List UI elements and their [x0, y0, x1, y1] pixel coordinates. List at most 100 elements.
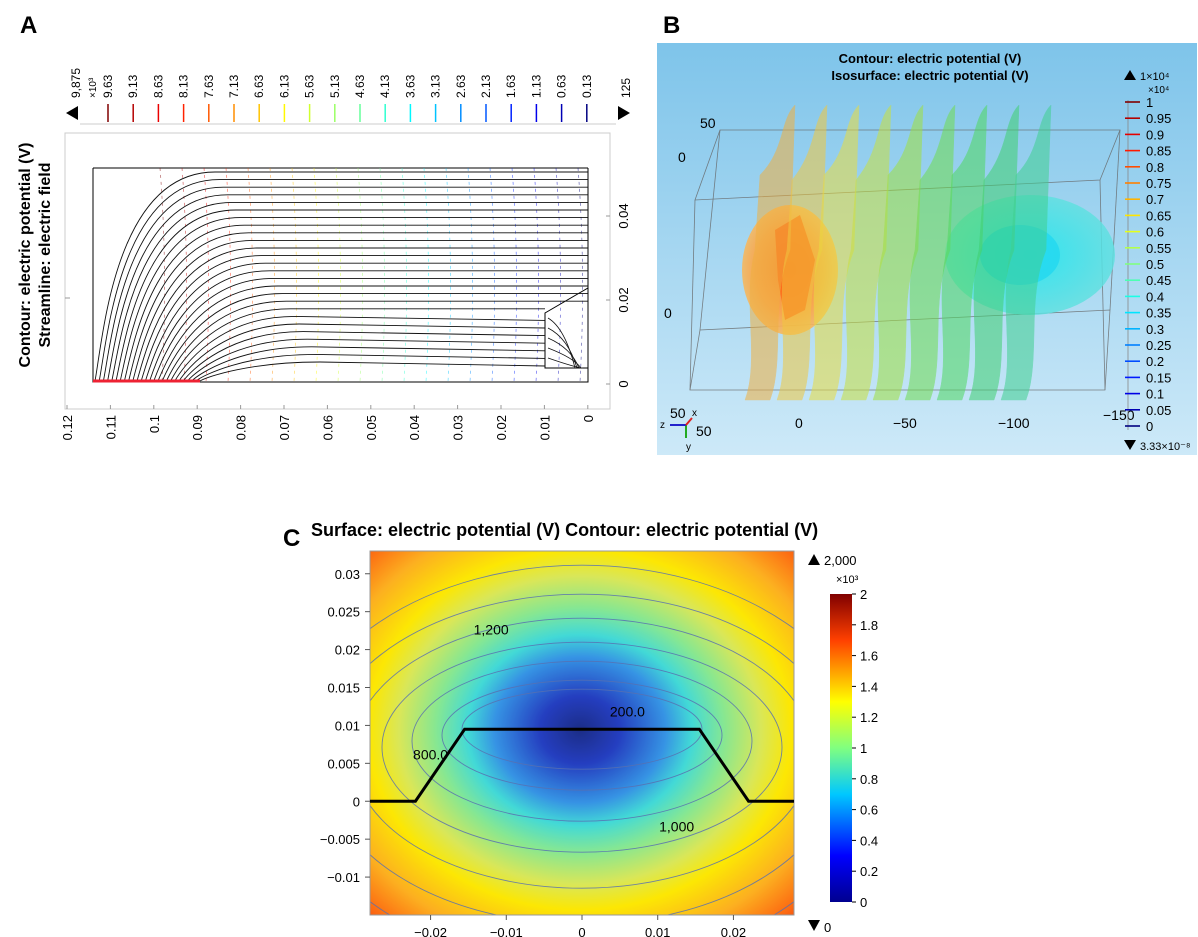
panel-b-axis-label-4: 50 [670, 405, 686, 421]
panel-a-streamline [547, 347, 582, 369]
panel-a-colorbar-level: 9.13 [126, 74, 140, 98]
panel-c-y-tick: 0.005 [327, 756, 360, 771]
panel-a-x-tick: 0.02 [494, 415, 509, 440]
panel-c-colorbar-multiplier: ×10³ [836, 574, 859, 586]
panel-a-x-tick: 0.04 [407, 415, 422, 440]
panel-a-contour-line [225, 167, 231, 383]
panel-a-contour-line [467, 167, 473, 383]
panel-a-streamline [187, 338, 546, 382]
panel-c-colorbar-tick: 0 [860, 895, 867, 910]
panel-b-isosurface-sheet [808, 104, 860, 401]
panel-a-colorbar-level: 4.13 [378, 74, 392, 98]
panel-b-colorbar-level: 1 [1146, 95, 1153, 110]
panel-a-colorbar-level: 2.63 [454, 74, 468, 98]
panel-b-colorbar-max-label: 1×10⁴ [1140, 71, 1170, 83]
panel-b-isosurface-sheet [776, 104, 828, 401]
panel-a-contour-line [313, 167, 319, 383]
panel-a-streamline [123, 224, 588, 382]
panel-c-contour-line [441, 679, 723, 791]
panel-b-axis-label-5: 50 [696, 423, 712, 439]
panel-a-streamline [170, 308, 545, 382]
panel-a-contour-line [533, 167, 539, 383]
panel-b-colorbar-level: 0.6 [1146, 225, 1164, 240]
panel-a-colorbar-multiplier: ×10³ [88, 77, 99, 98]
panel-c-y-tick: 0.015 [327, 681, 360, 696]
panel-c-colorbar [830, 594, 852, 902]
panel-a-colorbar-level: 2.13 [479, 74, 493, 98]
panel-a-streamline [178, 323, 546, 382]
panel-c-letter: C [283, 525, 301, 552]
panel-a-colorbar-level: 9.63 [101, 74, 115, 98]
panel-a-x-tick: 0.09 [190, 415, 205, 440]
panel-a-colorbar-level: 7.13 [227, 74, 241, 98]
panel-b-colorbar-level: 0.9 [1146, 127, 1164, 142]
panel-a-x-tick: 0 [581, 415, 596, 422]
panel-a-contour-line [159, 167, 165, 383]
panel-b-axis-label-3: 0 [664, 305, 672, 321]
panel-a-colorbar-min-arrow [618, 106, 630, 120]
panel-a-contour-line [357, 167, 363, 383]
panel-a-streamline [547, 357, 584, 369]
panel-a-streamline [111, 201, 588, 382]
panel-a-streamline [119, 217, 588, 382]
panel-c-x-tick: 0 [578, 925, 585, 937]
panel-a-streamline [547, 327, 578, 369]
panel-b-title-line1: Contour: electric potential (V) [839, 51, 1022, 66]
panel-a-contour-line [203, 167, 209, 383]
panel-a-streamline [107, 194, 588, 382]
panel-a-contour-line [181, 167, 187, 383]
panel-a-x-tick: 0.01 [537, 415, 552, 440]
panel-b-colorbar-level: 0.35 [1146, 306, 1171, 321]
panel-a-x-tick: 0.12 [60, 415, 75, 440]
panel-a-colorbar-max-label: 9,875 [69, 68, 83, 98]
panel-a-contour-line [401, 167, 407, 383]
panel-a-contour-line [291, 167, 297, 383]
panel-c-contour-line [370, 593, 794, 915]
panel-b-axis-letter-x: x [692, 408, 697, 419]
panel-b-colorbar-level: 0.75 [1146, 176, 1171, 191]
panel-c-y-tick: −0.01 [327, 870, 360, 885]
panel-a-x-tick: 0.11 [103, 415, 118, 439]
panel-b-isosurface-sheet [968, 104, 1020, 401]
panel-b-colorbar-level: 0.7 [1146, 192, 1164, 207]
panel-a-streamline [98, 179, 588, 382]
panel-c-colorbar-max-arrow [808, 554, 820, 565]
panel-a-y-tick: 0.02 [616, 287, 631, 312]
panel-c-contour-label: 800.0 [413, 747, 448, 763]
panel-c-contour-line [461, 688, 703, 770]
panel-b-colorbar-level: 0.8 [1146, 160, 1164, 175]
panel-c-x-tick: −0.01 [490, 925, 523, 937]
panel-a-streamline [132, 239, 588, 382]
panel-a-contour-line [379, 167, 385, 383]
panel-a-x-tick: 0.08 [234, 415, 249, 440]
panel-a-plot-frame [64, 132, 611, 410]
panel-b-colorbar-level: 0.25 [1146, 338, 1171, 353]
panel-a-colorbar-level: 4.63 [353, 74, 367, 98]
panel-a-colorbar-level: 6.13 [277, 74, 291, 98]
panel-c-x-tick: 0.01 [645, 925, 670, 937]
panel-c-colorbar-tick: 0.8 [860, 772, 878, 787]
panel-a-y-tick: 0.04 [616, 203, 631, 228]
panel-c-x-tick: −0.02 [414, 925, 447, 937]
panel-b-wireframe [689, 129, 1121, 391]
panel-a-streamline [199, 361, 546, 382]
panel-b-axis-label-2: 0 [678, 149, 686, 165]
panel-a-x-tick: 0.03 [451, 415, 466, 440]
panel-c-contour-label: 200.0 [610, 703, 645, 719]
panel-b-colorbar-level: 0.95 [1146, 111, 1171, 126]
panel-a-streamline [144, 262, 588, 382]
panel-b-colorbar-level: 0.55 [1146, 241, 1171, 256]
panel-a-colorbar-level: 1.63 [504, 74, 518, 98]
panel-b-title-line2: Isosurface: electric potential (V) [831, 68, 1028, 83]
panel-b-colorbar-level: 0.4 [1146, 289, 1164, 304]
panel-c-contour-line [381, 641, 783, 853]
panel-a-colorbar-level: 8.13 [177, 74, 191, 98]
panel-b-isosurface-sheet [840, 104, 892, 401]
panel-a-streamline [195, 353, 546, 382]
panel-c-contour-line [411, 660, 753, 822]
panel-c-colorbar-min-label: 0 [824, 920, 831, 935]
panel-c-colorbar-tick: 2 [860, 587, 867, 602]
panel-a-streamline [182, 331, 546, 382]
